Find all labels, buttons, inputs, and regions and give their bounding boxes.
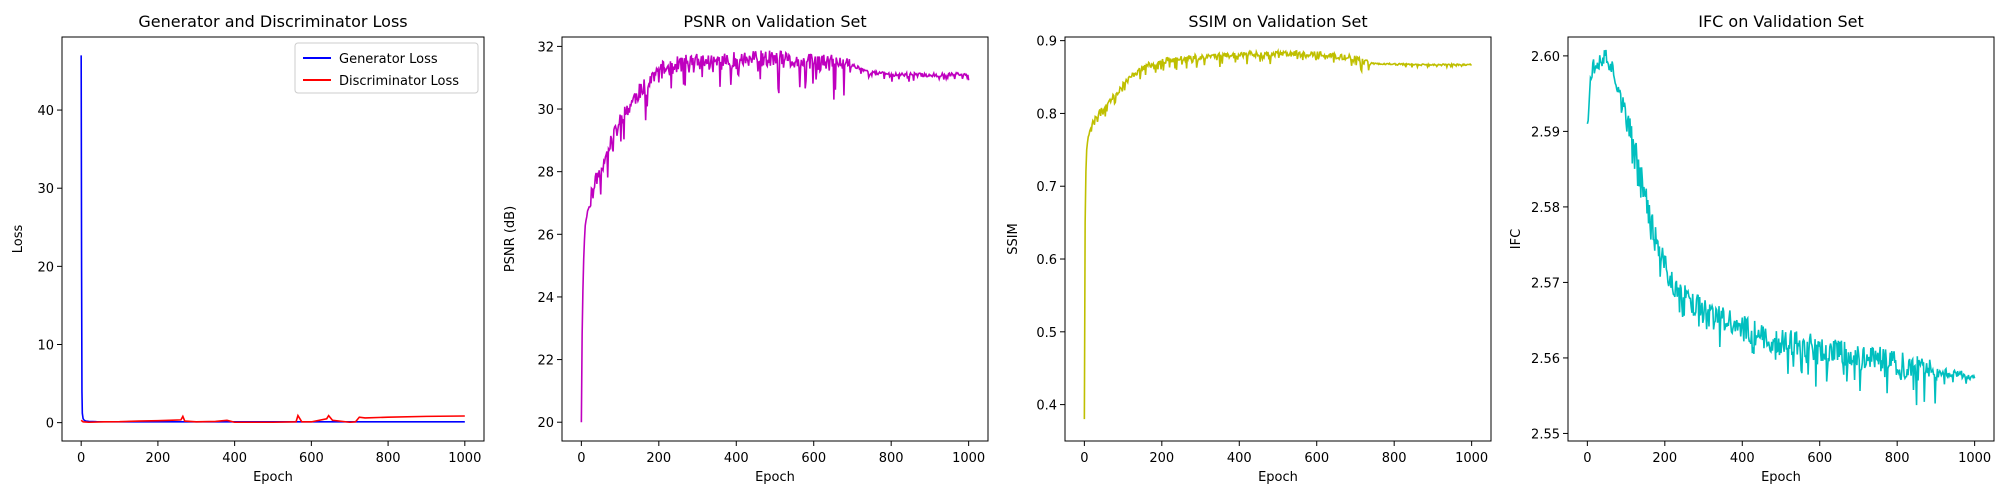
x-tick-label: 400: [222, 451, 247, 466]
y-tick-label: 28: [537, 166, 554, 181]
x-tick-label: 200: [646, 451, 671, 466]
y-tick-label: 0.7: [1036, 180, 1057, 195]
y-axis-label: Loss: [11, 225, 26, 254]
x-tick-label: 600: [801, 451, 826, 466]
x-axis-label: Epoch: [253, 470, 293, 485]
y-tick-label: 2.60: [1531, 50, 1560, 65]
y-tick-label: 10: [37, 338, 54, 353]
y-tick-label: 2.56: [1531, 352, 1560, 367]
y-tick-label: 0.6: [1036, 253, 1057, 268]
x-axis-label: Epoch: [755, 470, 795, 485]
x-tick-label: 1000: [952, 451, 985, 466]
y-tick-label: 20: [37, 260, 54, 275]
y-tick-label: 20: [537, 416, 554, 431]
y-tick-label: 2.55: [1531, 427, 1560, 442]
legend: Generator Loss Discriminator Loss: [294, 42, 479, 94]
chart-title: Generator and Discriminator Loss: [138, 12, 407, 31]
x-axis-label: Epoch: [1761, 470, 1801, 485]
chart-title: PSNR on Validation Set: [683, 12, 866, 31]
legend-label: Generator Loss: [339, 52, 438, 67]
x-tick-label: 800: [376, 451, 401, 466]
x-tick-label: 600: [1304, 451, 1329, 466]
series-line-generator-loss: [80, 55, 465, 423]
x-tick-label: 1000: [448, 451, 481, 466]
chart-title: IFC on Validation Set: [1698, 12, 1864, 31]
x-tick-label: 600: [299, 451, 324, 466]
legend-label: Discriminator Loss: [339, 74, 459, 89]
x-tick-label: 400: [1730, 451, 1755, 466]
y-tick-label: 40: [37, 104, 54, 119]
y-tick-label: 0.4: [1036, 399, 1057, 414]
plot-frame: [1064, 36, 1492, 442]
chart-panel-4: IFC on Validation Set 0 200 400 600 800 1000 2.…: [1509, 12, 1995, 485]
x-tick-label: 800: [879, 451, 904, 466]
y-tick-label: 2.59: [1531, 125, 1560, 140]
y-tick-label: 22: [537, 354, 554, 369]
legend-box: [294, 42, 479, 94]
x-tick-label: 0: [77, 451, 85, 466]
y-tick-label: 0.8: [1036, 107, 1057, 122]
plot-frame: [61, 36, 485, 442]
series-line-discriminator-loss: [80, 413, 465, 424]
chart-panel-2: PSNR on Validation Set 0 200 400 600 800 1000 2…: [503, 12, 989, 485]
series-line-4-1: [1586, 49, 1976, 406]
chart-panel-3: SSIM on Validation Set 0 200 400 600 800 1000 0…: [1006, 12, 1492, 485]
x-tick-label: 200: [1149, 451, 1174, 466]
x-tick-label: 1000: [1455, 451, 1488, 466]
y-axis-label: IFC: [1509, 229, 1524, 249]
x-axis-label: Epoch: [1258, 470, 1298, 485]
x-tick-label: 400: [724, 451, 749, 466]
series-line-2-1: [580, 50, 970, 423]
x-tick-label: 200: [145, 451, 170, 466]
x-tick-label: 0: [577, 451, 585, 466]
x-tick-label: 400: [1227, 451, 1252, 466]
y-tick-label: 2.57: [1531, 276, 1560, 291]
x-tick-label: 1000: [1958, 451, 1991, 466]
x-tick-label: 0: [1080, 451, 1088, 466]
x-tick-label: 600: [1807, 451, 1832, 466]
plot-frame: [561, 36, 989, 442]
y-axis-label: SSIM: [1006, 223, 1021, 255]
y-tick-label: 0.5: [1036, 326, 1057, 341]
y-tick-label: 24: [537, 291, 554, 306]
x-tick-label: 800: [1885, 451, 1910, 466]
y-tick-label: 30: [537, 103, 554, 118]
series-line-3-1: [1083, 47, 1472, 420]
y-tick-label: 0.9: [1036, 35, 1057, 50]
y-tick-label: 2.58: [1531, 201, 1560, 216]
chart-title: SSIM on Validation Set: [1188, 12, 1367, 31]
y-tick-label: 32: [537, 40, 554, 55]
y-tick-label: 30: [37, 182, 54, 197]
plot-frame: [1567, 36, 1995, 442]
x-tick-label: 800: [1382, 451, 1407, 466]
x-tick-label: 0: [1583, 451, 1591, 466]
x-tick-label: 200: [1652, 451, 1677, 466]
y-tick-label: 0: [46, 417, 54, 432]
y-axis-label: PSNR (dB): [503, 206, 518, 272]
y-tick-label: 26: [537, 228, 554, 243]
